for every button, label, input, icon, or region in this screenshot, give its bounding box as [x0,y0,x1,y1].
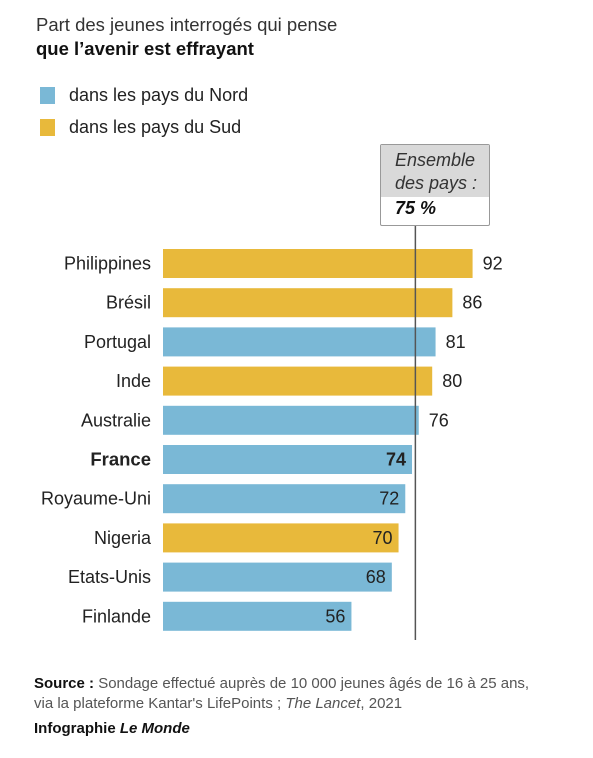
bar-inde [163,366,433,396]
legend-label-sud: dans les pays du Sud [69,116,242,137]
source-line-1: Source : Sondage effectué auprès de 10 0… [34,675,529,692]
callout-line-2: des pays : [395,173,478,193]
category-label: Royaume-Uni [41,489,151,509]
bar-finlande [163,601,352,631]
value-label: 56 [325,606,345,626]
category-label: Nigeria [94,528,152,548]
bar-australie [163,405,419,435]
chart-title-line-1: Part des jeunes interrogés qui pense [36,14,338,35]
callout-line-1: Ensemble [395,150,476,170]
value-label: 70 [373,528,393,548]
category-label: France [90,449,151,470]
value-label: 72 [379,489,399,509]
category-label: Finlande [82,606,151,626]
source-line2-suffix: , 2021 [360,695,403,712]
legend-swatch-nord [40,86,55,104]
category-label: Etats-Unis [68,567,151,587]
credit-prefix: Infographie [34,720,120,737]
legend-label-nord: dans les pays du Nord [69,84,249,105]
source-line2-prefix: via la plateforme Kantar's LifePoints ; [34,695,286,712]
value-label: 81 [446,332,466,352]
bar-etats-unis [163,562,392,592]
value-label: 92 [483,254,503,274]
legend-swatch-sud [40,118,55,136]
legend-item-sud: dans les pays du Sud [40,116,241,138]
value-label: 86 [462,293,482,313]
value-label: 74 [386,450,406,470]
legend-item-nord: dans les pays du Nord [40,84,248,106]
value-label: 80 [442,371,462,391]
chart-title-line-2: que l’avenir est effrayant [36,38,254,59]
reference-callout: Ensemble des pays : 75 % [380,144,490,226]
source-line-2: via la plateforme Kantar's LifePoints ; … [34,695,402,712]
credit-italic: Le Monde [119,720,190,737]
category-label: Brésil [106,293,151,313]
bar-nigeria [163,523,399,553]
source-label: Source : [34,675,95,692]
category-label: Inde [116,371,151,391]
credit-line: Infographie Le Monde [34,720,190,737]
category-label: Philippines [64,254,151,274]
bar-france [163,445,413,474]
bar-royaume-uni [163,484,406,514]
value-label: 68 [366,567,386,587]
source-text: Sondage effectué auprès de 10 000 jeunes… [98,675,530,692]
category-label: Australie [81,410,151,430]
value-label: 76 [429,410,449,430]
bar-br-sil [163,288,453,318]
callout-header: Ensemble des pays : [381,145,489,197]
callout-value: 75 % [395,198,437,218]
source-line2-italic: The Lancet [285,695,361,712]
bar-portugal [163,327,436,357]
category-label: Portugal [84,332,151,352]
bar-philippines [163,249,473,278]
